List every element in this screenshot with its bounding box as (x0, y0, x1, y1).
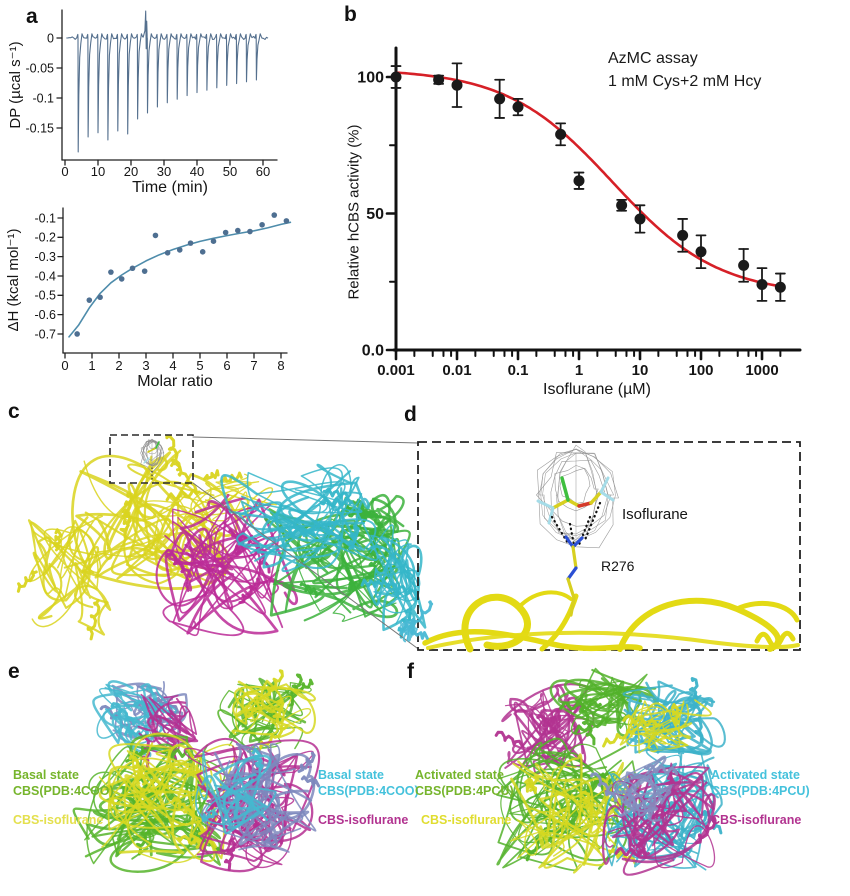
svg-text:1: 1 (88, 358, 95, 373)
svg-text:6: 6 (223, 358, 230, 373)
panel-f-right-state-label: Activated state CBS(PDB:4PCU) (711, 767, 810, 800)
svg-text:-0.6: -0.6 (34, 308, 56, 322)
panel-e-label: e (8, 660, 20, 683)
panel-e-right-isoflurane-label: CBS-isoflurane (318, 813, 409, 827)
panel-e-right-state-line1: Basal state (318, 768, 385, 782)
assay-annotation: AzMC assay 1 mM Cys+2 mM Hcy (608, 47, 761, 93)
panel-c-label: c (8, 400, 20, 423)
svg-text:4: 4 (169, 358, 176, 373)
svg-text:30: 30 (157, 164, 171, 179)
svg-text:1000: 1000 (745, 362, 778, 379)
svg-text:20: 20 (124, 164, 138, 179)
svg-text:40: 40 (190, 164, 204, 179)
svg-text:100: 100 (357, 70, 384, 87)
svg-text:-0.5: -0.5 (34, 289, 56, 303)
panel-f-left-state-line2: CBS(PDB:4PCU) (415, 784, 514, 799)
svg-text:0.01: 0.01 (442, 362, 471, 379)
panel-e-left-state-line1: Basal state (13, 768, 80, 782)
isotherm-y-axis-title: ΔH (kcal mol⁻¹) (5, 228, 22, 332)
svg-text:0.1: 0.1 (508, 362, 529, 379)
svg-text:50: 50 (366, 206, 384, 223)
svg-text:-0.3: -0.3 (34, 250, 56, 264)
panel-f-right-state-line2: CBS(PDB:4PCU) (711, 784, 810, 799)
svg-text:-0.05: -0.05 (26, 61, 55, 75)
svg-text:-0.1: -0.1 (32, 91, 54, 105)
svg-text:10: 10 (632, 362, 649, 379)
svg-text:5: 5 (196, 358, 203, 373)
isotherm-x-axis-title: Molar ratio (137, 373, 213, 390)
panel-e-left-state-line2: CBS(PDB:4COO) (13, 784, 114, 799)
residue-r276-label: R276 (601, 558, 635, 574)
assay-annotation-line1: AzMC assay (608, 50, 698, 67)
svg-text:1: 1 (575, 362, 583, 379)
panel-d-label: d (404, 403, 417, 426)
panel-f-left-state-line1: Activated state (415, 768, 504, 782)
svg-text:0: 0 (61, 358, 68, 373)
dose-y-axis-title: Relative hCBS activity (%) (345, 124, 363, 300)
thermogram-x-axis-title: Time (min) (132, 179, 208, 196)
svg-text:3: 3 (142, 358, 149, 373)
panel-f-left-isoflurane-label: CBS-isoflurane (421, 813, 512, 827)
panel-a-label: a (26, 5, 38, 28)
assay-annotation-line2: 1 mM Cys+2 mM Hcy (608, 73, 762, 91)
dose-x-axis-title: Isoflurane (µM) (543, 381, 651, 398)
panel-e-left-state-label: Basal state CBS(PDB:4COO) (13, 767, 114, 800)
svg-text:-0.1: -0.1 (34, 211, 56, 225)
svg-text:0: 0 (61, 164, 68, 179)
svg-text:-0.7: -0.7 (34, 327, 56, 341)
svg-text:-0.4: -0.4 (34, 269, 56, 283)
svg-text:0: 0 (47, 31, 54, 45)
panel-b-label: b (344, 3, 357, 26)
svg-text:-0.2: -0.2 (34, 231, 56, 245)
panel-e-right-state-line2: CBS(PDB:4COO) (318, 784, 419, 799)
svg-text:8: 8 (277, 358, 284, 373)
isoflurane-label: Isoflurane (622, 506, 688, 523)
panel-f-right-isoflurane-label: CBS-isoflurane (711, 813, 802, 827)
svg-text:10: 10 (91, 164, 105, 179)
svg-text:2: 2 (115, 358, 122, 373)
panel-f-label: f (407, 660, 414, 683)
svg-text:50: 50 (223, 164, 237, 179)
panel-e-left-isoflurane-label: CBS-isoflurane (13, 813, 104, 827)
svg-text:100: 100 (688, 362, 713, 379)
panel-f-left-state-label: Activated state CBS(PDB:4PCU) (415, 767, 514, 800)
panel-e-right-state-label: Basal state CBS(PDB:4COO) (318, 767, 419, 800)
panel-f-right-state-line1: Activated state (711, 768, 800, 782)
svg-text:0.0: 0.0 (362, 343, 384, 360)
svg-text:0.001: 0.001 (377, 362, 415, 379)
thermogram-y-axis-title: DP (µcal s⁻¹) (7, 41, 24, 129)
svg-text:7: 7 (250, 358, 257, 373)
svg-text:-0.15: -0.15 (26, 121, 55, 135)
svg-text:60: 60 (256, 164, 270, 179)
